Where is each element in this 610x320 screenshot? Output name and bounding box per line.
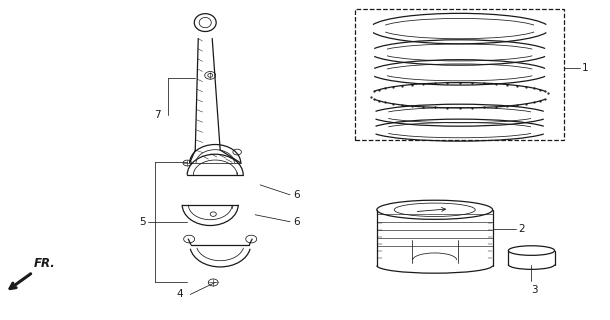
Text: 4: 4 (177, 289, 183, 300)
Text: 5: 5 (138, 217, 145, 227)
Text: 2: 2 (518, 224, 525, 234)
Text: 6: 6 (293, 217, 300, 227)
Text: 3: 3 (531, 285, 538, 295)
Text: 1: 1 (581, 63, 588, 73)
Text: 6: 6 (293, 190, 300, 200)
Text: FR.: FR. (34, 257, 56, 270)
Text: 7: 7 (154, 110, 160, 120)
Bar (355, 9, 564, 140)
